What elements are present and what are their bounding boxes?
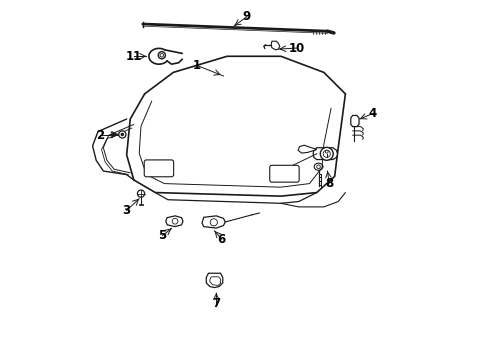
Text: 11: 11 [126, 50, 142, 63]
Text: 10: 10 [289, 41, 305, 54]
Circle shape [325, 150, 328, 153]
Text: 3: 3 [122, 204, 131, 217]
FancyBboxPatch shape [144, 160, 173, 177]
Polygon shape [206, 273, 223, 288]
Polygon shape [298, 145, 317, 153]
Circle shape [323, 150, 330, 157]
Text: 8: 8 [325, 177, 333, 190]
Circle shape [137, 190, 145, 197]
Text: 2: 2 [96, 129, 104, 142]
Polygon shape [271, 41, 280, 50]
Text: 1: 1 [193, 59, 200, 72]
Circle shape [121, 133, 124, 136]
Text: 6: 6 [218, 233, 226, 246]
Polygon shape [202, 216, 225, 228]
Polygon shape [313, 148, 338, 159]
Circle shape [210, 219, 218, 226]
Circle shape [172, 219, 178, 224]
FancyBboxPatch shape [270, 165, 299, 182]
Circle shape [119, 131, 126, 138]
Circle shape [160, 53, 164, 57]
Text: 9: 9 [243, 10, 251, 23]
Circle shape [320, 147, 333, 160]
Polygon shape [210, 277, 220, 285]
Polygon shape [351, 116, 359, 127]
Text: 7: 7 [212, 297, 220, 310]
Text: 5: 5 [158, 229, 167, 242]
Text: 4: 4 [368, 107, 376, 120]
Polygon shape [166, 216, 183, 226]
Circle shape [317, 165, 320, 168]
Circle shape [158, 51, 166, 59]
